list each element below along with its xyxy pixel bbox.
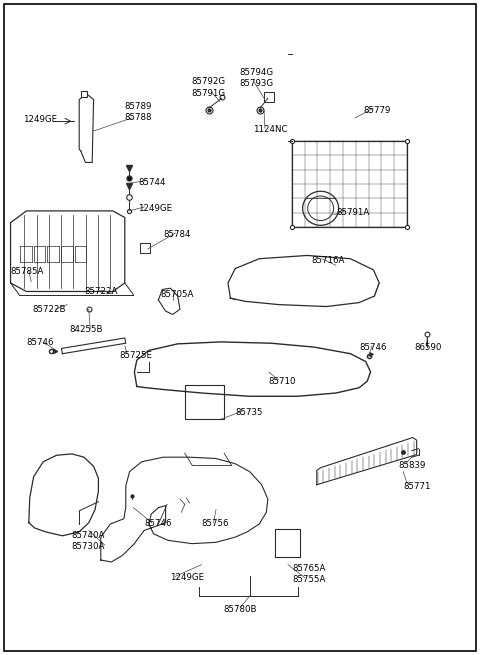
Text: 85710: 85710 xyxy=(269,377,296,386)
Text: 85716A: 85716A xyxy=(311,256,345,265)
Text: 85756: 85756 xyxy=(202,519,229,529)
Text: 85722B: 85722B xyxy=(33,305,66,314)
Text: 1124NC: 1124NC xyxy=(253,125,288,134)
Text: 85755A: 85755A xyxy=(293,575,326,584)
Text: 85791G: 85791G xyxy=(191,88,225,98)
Text: 85746: 85746 xyxy=(26,338,54,347)
Text: 1249GE: 1249GE xyxy=(170,573,204,582)
Bar xyxy=(264,92,274,102)
Text: 85746: 85746 xyxy=(359,343,386,352)
Text: 85789: 85789 xyxy=(125,102,152,111)
Text: 85784: 85784 xyxy=(163,230,191,239)
Text: 85730A: 85730A xyxy=(71,542,105,552)
Text: 1249GE: 1249GE xyxy=(138,204,172,213)
Text: 85791A: 85791A xyxy=(336,208,369,217)
Text: 85779: 85779 xyxy=(364,105,391,115)
Text: 85785A: 85785A xyxy=(11,267,44,276)
Text: 85744: 85744 xyxy=(138,178,166,187)
Bar xyxy=(292,141,407,227)
Text: 85771: 85771 xyxy=(403,481,431,491)
Text: 85792G: 85792G xyxy=(191,77,225,86)
Text: 85722A: 85722A xyxy=(84,287,118,296)
Text: 85794G: 85794G xyxy=(239,68,273,77)
Text: 85765A: 85765A xyxy=(293,564,326,573)
Bar xyxy=(140,242,150,253)
Text: 85746: 85746 xyxy=(144,519,171,529)
Text: 85725E: 85725E xyxy=(119,350,152,360)
Text: 85735: 85735 xyxy=(235,408,263,417)
Text: 86590: 86590 xyxy=(414,343,442,352)
Bar xyxy=(185,385,224,419)
Text: 85705A: 85705A xyxy=(161,290,194,299)
Text: 84255B: 84255B xyxy=(70,325,103,334)
Text: 85788: 85788 xyxy=(125,113,152,122)
Text: 85793G: 85793G xyxy=(239,79,273,88)
Text: 1249GE: 1249GE xyxy=(23,115,57,124)
Text: 85780B: 85780B xyxy=(223,605,257,614)
Text: 85740A: 85740A xyxy=(71,531,105,540)
Text: 85839: 85839 xyxy=(398,460,426,470)
